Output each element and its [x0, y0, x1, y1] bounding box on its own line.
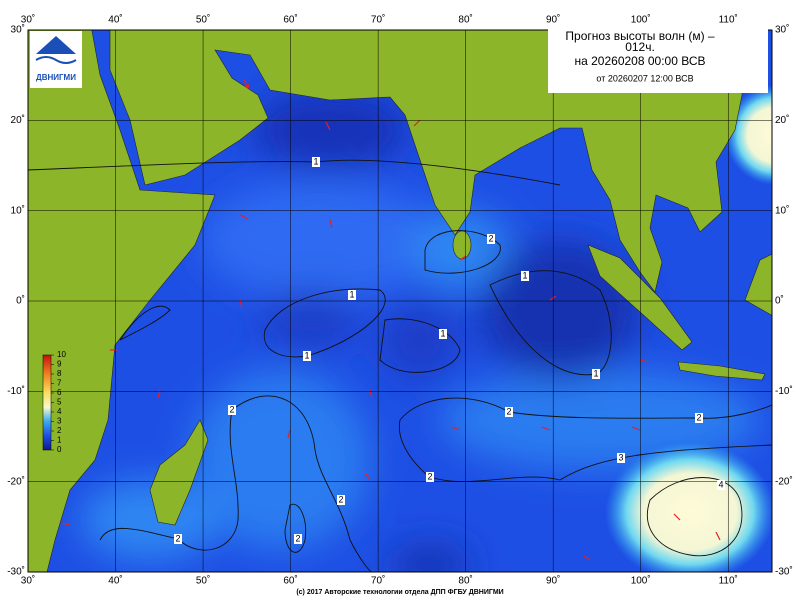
contour-label-bg: [174, 534, 182, 544]
y-tick-label: 20˚: [11, 114, 25, 126]
title-box: [548, 29, 768, 93]
contour-label: 2: [175, 533, 180, 543]
colorbar-label: 10: [57, 350, 66, 359]
y-tick-label: -30˚: [775, 566, 793, 578]
x-tick-label: 50˚: [196, 14, 210, 26]
y-tick-label: 30˚: [11, 24, 25, 36]
x-tick-label: 80˚: [458, 14, 472, 26]
contour-label: 1: [304, 350, 309, 360]
colorbar-label: 6: [57, 388, 62, 397]
colorbar-label: 8: [57, 369, 62, 378]
x-tick-label: 40˚: [108, 14, 122, 26]
contour-label-bg: [487, 234, 495, 244]
x-tick-label: 30˚: [21, 575, 35, 587]
contour-label: 1: [593, 368, 598, 378]
y-tick-label: -30˚: [7, 566, 25, 578]
contour-label-bg: [505, 407, 513, 417]
contour-label-bg: [521, 271, 529, 281]
high-wave-area: [605, 442, 772, 572]
colorbar-label: 9: [57, 360, 62, 369]
contour-label: 3: [618, 452, 623, 462]
contour-label-bg: [592, 369, 600, 379]
contour-label-bg: [228, 405, 236, 415]
contour-label-bg: [312, 157, 320, 167]
logo-wave: [35, 56, 77, 64]
contour-label: 2: [696, 412, 701, 422]
land: [149, 419, 209, 526]
x-tick-label: 60˚: [283, 575, 297, 587]
y-tick-label: 20˚: [775, 114, 789, 126]
contour-label: 1: [313, 156, 318, 166]
title-line: на 20260208 00:00 ВСВ: [575, 54, 706, 68]
contour-label-bg: [426, 472, 434, 482]
x-tick-label: 30˚: [21, 14, 35, 26]
y-tick-label: -10˚: [7, 385, 25, 397]
land: [677, 361, 766, 381]
contour-label: 2: [506, 406, 511, 416]
contour-label: 2: [229, 404, 234, 414]
x-tick-label: 50˚: [196, 575, 210, 587]
contour-label-bg: [303, 351, 311, 361]
y-tick-label: 10˚: [775, 204, 789, 216]
contour-label: 1: [440, 328, 445, 338]
contour-label: 1: [522, 270, 527, 280]
logo-icon: [36, 36, 76, 54]
contour-label: 2: [427, 471, 432, 481]
logo-text: ДВНИГМИ: [36, 73, 76, 82]
contour-label: 2: [338, 494, 343, 504]
colorbar-label: 3: [57, 417, 62, 426]
x-tick-label: 70˚: [371, 575, 385, 587]
contour-label-bg: [695, 413, 703, 423]
y-tick-label: -10˚: [775, 385, 793, 397]
graticule: 30˚30˚40˚40˚50˚50˚60˚60˚70˚70˚80˚80˚90˚9…: [7, 14, 793, 587]
x-tick-label: 90˚: [546, 575, 560, 587]
y-tick-label: 30˚: [775, 24, 789, 36]
title-line: от 20260207 12:00 ВСВ: [596, 73, 693, 83]
colorbar-label: 0: [57, 445, 62, 454]
y-tick-label: -20˚: [7, 475, 25, 487]
contour-label-bg: [294, 534, 302, 544]
title-line: 012ч.: [625, 40, 655, 54]
contour-label-bg: [717, 480, 725, 490]
x-tick-label: 80˚: [458, 575, 472, 587]
colorbar-label: 4: [57, 407, 62, 416]
colorbar-label: 7: [57, 379, 62, 388]
x-tick-label: 100˚: [631, 575, 651, 587]
colorbar-label: 2: [57, 426, 62, 435]
contour-label: 2: [488, 233, 493, 243]
x-tick-label: 60˚: [283, 14, 297, 26]
y-tick-label: -20˚: [775, 475, 793, 487]
contour-label: 4: [718, 479, 723, 489]
colorbar-label: 1: [57, 436, 62, 445]
contour-label: 1: [349, 289, 354, 299]
contour-label-bg: [337, 495, 345, 505]
x-tick-label: 100˚: [631, 14, 651, 26]
contour-label: 2: [295, 533, 300, 543]
contour-label-bg: [617, 453, 625, 463]
colorbar-label: 5: [57, 398, 62, 407]
y-tick-label: 0˚: [775, 295, 784, 307]
contour-label-bg: [439, 329, 447, 339]
colorbar: [42, 354, 52, 451]
land: [587, 244, 693, 351]
land: [452, 230, 472, 260]
x-tick-label: 40˚: [108, 575, 122, 587]
x-tick-label: 110˚: [719, 575, 738, 587]
y-tick-label: 10˚: [11, 204, 25, 216]
contour-labels: 1 2 1 1 1 1 1 2 2 2 3 2 2 4 2 2: [174, 156, 725, 544]
x-tick-label: 90˚: [546, 14, 560, 26]
map-area: [28, 30, 772, 572]
land: [744, 253, 772, 316]
land: [109, 30, 748, 293]
title-line: Прогноз высоты волн (м) –: [565, 29, 715, 43]
x-tick-label: 110˚: [719, 14, 738, 26]
footer: (c) 2017 Авторские технологии отдела ДПП…: [296, 589, 503, 596]
contour-label-bg: [348, 290, 356, 300]
x-tick-label: 70˚: [371, 14, 385, 26]
y-tick-label: 0˚: [16, 295, 25, 307]
